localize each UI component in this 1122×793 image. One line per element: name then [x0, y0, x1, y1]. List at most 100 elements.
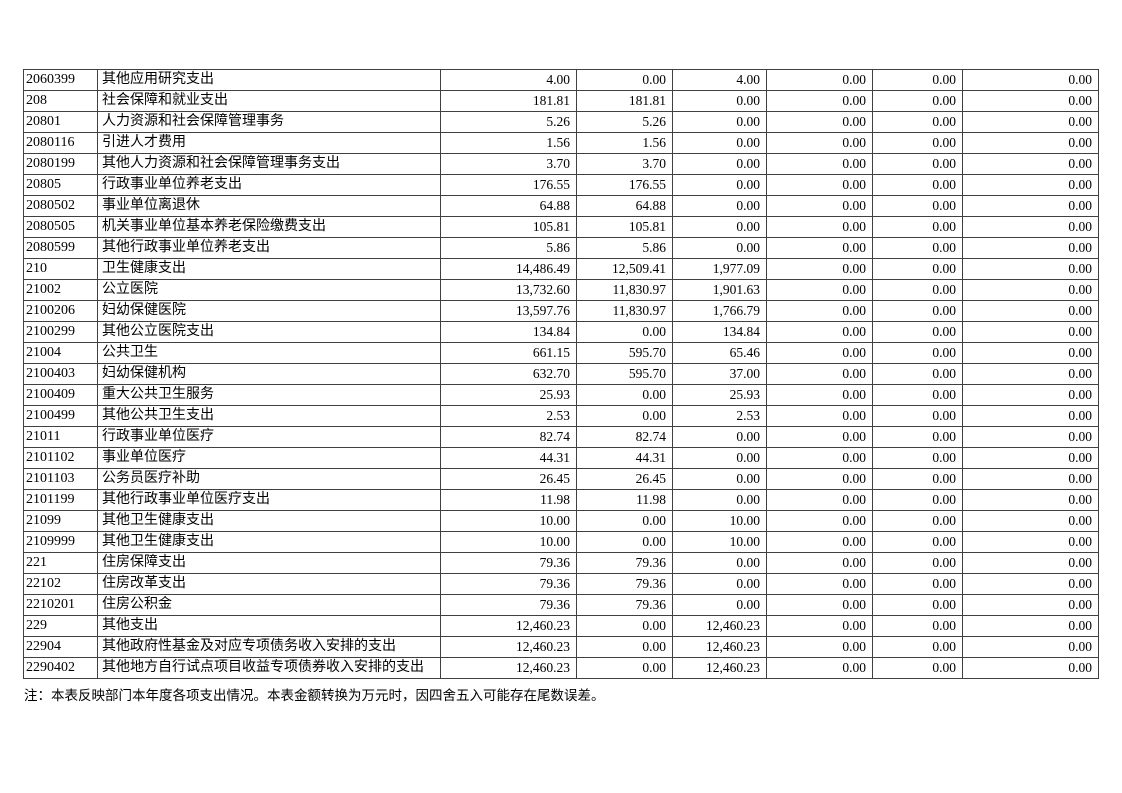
- name-cell: 住房公积金: [97, 594, 441, 616]
- value-cell: 12,509.41: [576, 258, 673, 280]
- value-cell: 0.00: [962, 426, 1099, 448]
- value-cell: 44.31: [440, 447, 577, 469]
- value-cell: 0.00: [872, 279, 963, 301]
- table-row: 2109999 其他卫生健康支出 10.00 0.00 10.00 0.00 0.00 0.0…: [23, 531, 1099, 553]
- value-cell: 0.00: [766, 594, 873, 616]
- value-cell: 0.00: [872, 489, 963, 511]
- value-cell: 0.00: [872, 258, 963, 280]
- value-cell: 0.00: [962, 405, 1099, 427]
- code-cell: 2100499: [23, 405, 98, 427]
- value-cell: 4.00: [672, 69, 767, 91]
- value-cell: 0.00: [872, 321, 963, 343]
- value-cell: 11,830.97: [576, 300, 673, 322]
- value-cell: 0.00: [872, 69, 963, 91]
- value-cell: 0.00: [672, 174, 767, 196]
- value-cell: 0.00: [872, 153, 963, 175]
- value-cell: 0.00: [766, 174, 873, 196]
- value-cell: 0.00: [872, 426, 963, 448]
- value-cell: 0.00: [872, 237, 963, 259]
- value-cell: 11.98: [576, 489, 673, 511]
- value-cell: 0.00: [766, 111, 873, 133]
- value-cell: 0.00: [872, 216, 963, 238]
- value-cell: 0.00: [766, 468, 873, 490]
- value-cell: 12,460.23: [440, 657, 577, 679]
- value-cell: 3.70: [440, 153, 577, 175]
- value-cell: 12,460.23: [672, 636, 767, 658]
- value-cell: 0.00: [766, 615, 873, 637]
- value-cell: 3.70: [576, 153, 673, 175]
- value-cell: 0.00: [672, 132, 767, 154]
- code-cell: 208: [23, 90, 98, 112]
- value-cell: 1,901.63: [672, 279, 767, 301]
- table-row: 21099 其他卫生健康支出 10.00 0.00 10.00 0.00 0.00 0.00: [23, 510, 1099, 532]
- name-cell: 其他公共卫生支出: [97, 405, 441, 427]
- name-cell: 其他卫生健康支出: [97, 531, 441, 553]
- value-cell: 0.00: [576, 531, 673, 553]
- value-cell: 10.00: [672, 531, 767, 553]
- value-cell: 0.00: [872, 90, 963, 112]
- name-cell: 事业单位医疗: [97, 447, 441, 469]
- value-cell: 10.00: [440, 531, 577, 553]
- value-cell: 79.36: [440, 552, 577, 574]
- value-cell: 632.70: [440, 363, 577, 385]
- name-cell: 其他支出: [97, 615, 441, 637]
- value-cell: 0.00: [766, 90, 873, 112]
- value-cell: 0.00: [962, 279, 1099, 301]
- value-cell: 0.00: [672, 594, 767, 616]
- value-cell: 0.00: [962, 342, 1099, 364]
- value-cell: 5.86: [440, 237, 577, 259]
- code-cell: 2100206: [23, 300, 98, 322]
- value-cell: 82.74: [576, 426, 673, 448]
- value-cell: 0.00: [962, 195, 1099, 217]
- value-cell: 661.15: [440, 342, 577, 364]
- value-cell: 65.46: [672, 342, 767, 364]
- name-cell: 其他人力资源和社会保障管理事务支出: [97, 153, 441, 175]
- value-cell: 0.00: [872, 510, 963, 532]
- value-cell: 176.55: [440, 174, 577, 196]
- value-cell: 0.00: [962, 552, 1099, 574]
- code-cell: 2060399: [23, 69, 98, 91]
- value-cell: 0.00: [576, 69, 673, 91]
- value-cell: 0.00: [766, 153, 873, 175]
- value-cell: 44.31: [576, 447, 673, 469]
- table-row: 2101199 其他行政事业单位医疗支出 11.98 11.98 0.00 0.00 0.0…: [23, 489, 1099, 511]
- value-cell: 0.00: [872, 111, 963, 133]
- name-cell: 事业单位离退休: [97, 195, 441, 217]
- value-cell: 0.00: [872, 636, 963, 658]
- code-cell: 2100403: [23, 363, 98, 385]
- value-cell: 0.00: [766, 258, 873, 280]
- value-cell: 79.36: [440, 573, 577, 595]
- value-cell: 0.00: [872, 174, 963, 196]
- table-row: 2100299 其他公立医院支出 134.84 0.00 134.84 0.00 0.00 0…: [23, 321, 1099, 343]
- value-cell: 0.00: [766, 405, 873, 427]
- table-row: 221 住房保障支出 79.36 79.36 0.00 0.00 0.00 0.00: [23, 552, 1099, 574]
- code-cell: 20805: [23, 174, 98, 196]
- value-cell: 1,766.79: [672, 300, 767, 322]
- value-cell: 0.00: [962, 300, 1099, 322]
- value-cell: 134.84: [440, 321, 577, 343]
- value-cell: 0.00: [576, 321, 673, 343]
- code-cell: 21004: [23, 342, 98, 364]
- table-row: 21004 公共卫生 661.15 595.70 65.46 0.00 0.00 0.00: [23, 342, 1099, 364]
- table-row: 2080502 事业单位离退休 64.88 64.88 0.00 0.00 0.00 0.00: [23, 195, 1099, 217]
- value-cell: 0.00: [766, 237, 873, 259]
- name-cell: 妇幼保健医院: [97, 300, 441, 322]
- value-cell: 0.00: [672, 447, 767, 469]
- code-cell: 2100299: [23, 321, 98, 343]
- table-row: 2080116 引进人才费用 1.56 1.56 0.00 0.00 0.00 0.00: [23, 132, 1099, 154]
- value-cell: 26.45: [576, 468, 673, 490]
- value-cell: 176.55: [576, 174, 673, 196]
- value-cell: 26.45: [440, 468, 577, 490]
- table-row: 2080505 机关事业单位基本养老保险缴费支出 105.81 105.81 0.00 0…: [23, 216, 1099, 238]
- code-cell: 21011: [23, 426, 98, 448]
- name-cell: 公立医院: [97, 279, 441, 301]
- table-row: 229 其他支出 12,460.23 0.00 12,460.23 0.00 0.00 0.0…: [23, 615, 1099, 637]
- value-cell: 0.00: [766, 489, 873, 511]
- value-cell: 0.00: [962, 489, 1099, 511]
- value-cell: 0.00: [872, 363, 963, 385]
- value-cell: 0.00: [766, 69, 873, 91]
- value-cell: 105.81: [440, 216, 577, 238]
- value-cell: 0.00: [962, 615, 1099, 637]
- value-cell: 0.00: [962, 363, 1099, 385]
